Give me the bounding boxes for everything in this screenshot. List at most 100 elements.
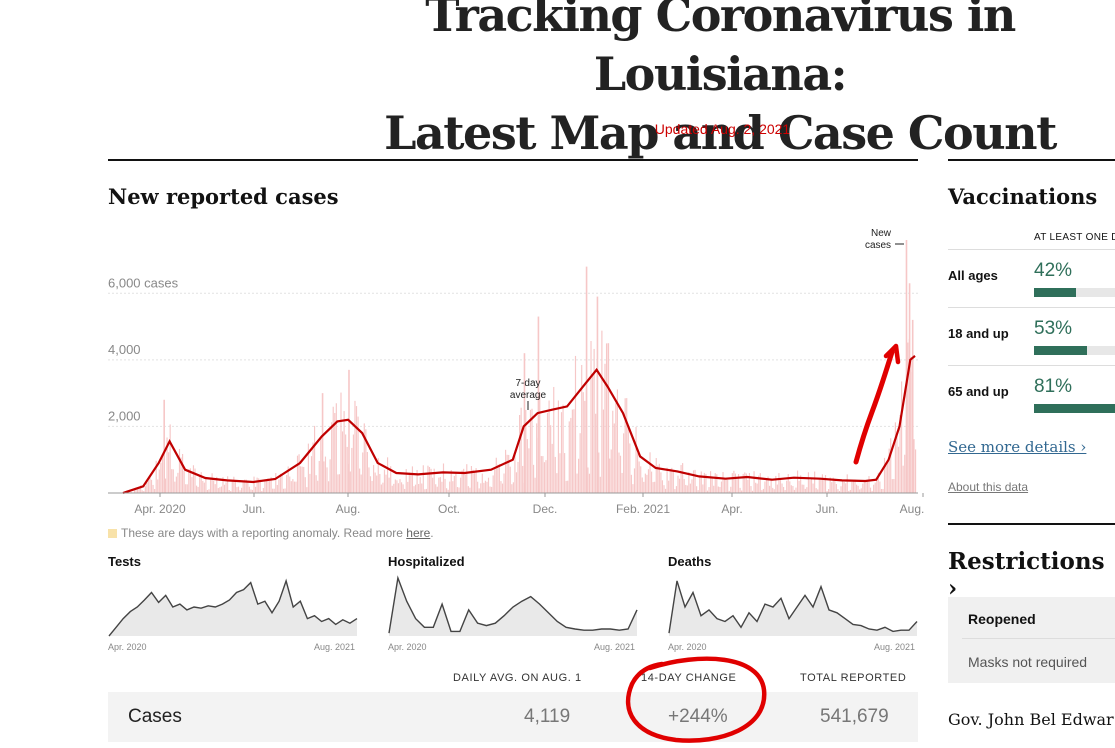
daily-case-bar [400, 482, 403, 493]
daily-case-bar [741, 490, 743, 493]
daily-case-bar [829, 477, 831, 493]
daily-case-bar [194, 468, 196, 493]
daily-case-bar [222, 477, 224, 493]
daily-case-bar [545, 460, 547, 493]
daily-case-bar [261, 491, 263, 493]
daily-case-bar [793, 489, 796, 493]
daily-case-bar [146, 482, 148, 493]
daily-case-bar [183, 470, 185, 493]
cases-total-reported: 541,679 [820, 706, 889, 727]
daily-case-bar [272, 488, 274, 493]
daily-case-bar [837, 489, 839, 493]
daily-case-bar [778, 473, 780, 493]
daily-case-bar [233, 476, 235, 493]
daily-case-bar [171, 469, 173, 493]
daily-case-bar [699, 475, 701, 493]
daily-case-bar [859, 489, 861, 493]
daily-case-bar [178, 449, 181, 493]
daily-case-bar [144, 486, 146, 493]
daily-case-bar [466, 464, 468, 493]
daily-case-bar [638, 461, 640, 493]
col-head-total-reported: TOTAL REPORTED [800, 672, 907, 684]
daily-case-bar [883, 457, 886, 493]
daily-case-bar [668, 480, 670, 493]
about-this-data-link[interactable]: About this data [948, 480, 1029, 494]
daily-case-bar [164, 478, 167, 493]
daily-case-bar [612, 410, 614, 493]
daily-case-bar [498, 463, 500, 493]
daily-case-bar [635, 426, 637, 493]
vaccination-progress-track [1034, 346, 1115, 355]
deaths-chart-title: Deaths [668, 554, 712, 569]
daily-case-bar [503, 473, 505, 493]
daily-case-bar [186, 484, 188, 493]
daily-case-bar [439, 477, 441, 493]
daily-case-bar [621, 472, 623, 493]
headline-line-1: Tracking Coronavirus in Louisiana: [425, 0, 1016, 101]
daily-case-bar [188, 469, 190, 493]
tests-sparkline [108, 578, 358, 637]
daily-case-bar [526, 439, 528, 493]
daily-case-bar [696, 486, 698, 493]
sparkline-area [669, 580, 917, 636]
daily-case-bar [253, 476, 255, 493]
daily-case-bar [296, 455, 299, 493]
daily-case-bar [874, 482, 876, 493]
daily-case-bar [152, 484, 154, 493]
daily-case-bar [209, 478, 212, 493]
daily-case-bar [383, 469, 386, 493]
daily-case-bar [369, 476, 372, 493]
anomaly-note: These are days with a reporting anomaly.… [108, 526, 434, 540]
daily-case-bar [532, 464, 535, 493]
daily-case-bar [494, 469, 496, 493]
daily-case-bar [722, 472, 724, 493]
daily-case-bar [433, 468, 435, 493]
daily-case-bar [657, 465, 659, 493]
daily-case-bar [317, 480, 319, 493]
daily-case-bar [217, 488, 219, 493]
daily-case-bar [623, 433, 625, 493]
x-tick-label: Apr. [721, 502, 742, 516]
daily-case-bar [767, 476, 769, 493]
restrictions-title[interactable]: Restrictions › [948, 548, 1105, 602]
see-more-details-link[interactable]: See more details › [948, 438, 1087, 456]
daily-case-bar [220, 486, 222, 493]
daily-case-bar [627, 426, 629, 493]
daily-case-bar [880, 488, 882, 493]
daily-case-bar [418, 483, 420, 493]
vaccinations-title: Vaccinations [948, 184, 1098, 209]
daily-case-bar [180, 457, 182, 493]
daily-case-bar [661, 480, 664, 493]
daily-case-bar [578, 458, 580, 493]
daily-case-bar [556, 473, 558, 493]
daily-case-bar [534, 477, 536, 493]
daily-case-bar [644, 473, 646, 493]
handdrawn-arrowhead [883, 343, 901, 365]
daily-case-bar [340, 392, 342, 493]
x-tick-label: Jun. [816, 502, 839, 516]
daily-case-bar [197, 486, 199, 493]
daily-case-bar [385, 474, 387, 493]
daily-case-bar [172, 469, 174, 493]
daily-case-bar [268, 480, 271, 493]
vaccination-row-percent: 81% [1034, 376, 1073, 397]
seven-day-average-line [122, 355, 916, 495]
daily-case-bar [363, 423, 365, 493]
daily-case-bar [480, 483, 482, 493]
daily-case-bar [192, 465, 195, 493]
daily-case-bar [290, 481, 292, 493]
daily-case-bar [913, 439, 915, 493]
daily-case-bar [279, 473, 282, 493]
new-cases-chart: 2,000 4,000 6,000 cases Apr. 2020 Jun. Aug. O… [108, 228, 924, 516]
average-annotation-line2: average [510, 390, 547, 401]
daily-case-bar [168, 452, 170, 493]
daily-case-bar [910, 356, 912, 493]
daily-case-bar [216, 476, 218, 493]
daily-case-bar [259, 479, 261, 493]
daily-case-bar [281, 474, 283, 493]
daily-case-bar [154, 489, 156, 493]
col-head-14-day-change: 14-DAY CHANGE [641, 672, 737, 684]
daily-case-bar [826, 491, 828, 493]
daily-case-bar [873, 484, 875, 493]
anomaly-link[interactable]: here [406, 526, 431, 540]
